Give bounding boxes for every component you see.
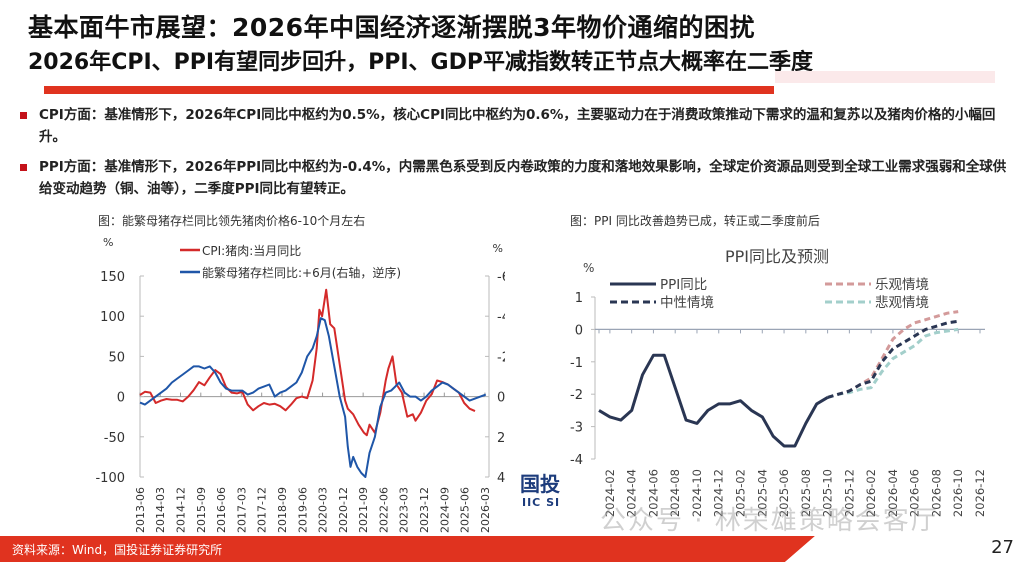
x-tick-label: 2020-12 — [337, 487, 350, 533]
x-tick-label: 2026-10 — [951, 469, 965, 517]
x-tick-label: 2020-03 — [317, 487, 330, 533]
x-tick-label: 2026-04 — [886, 469, 900, 517]
bullet-text: CPI方面：基准情形下，2026年CPI同比中枢约为0.5%，核心CPI同比中枢… — [39, 107, 996, 145]
left-tick-label: 50 — [108, 350, 125, 365]
legend-label-sow-stock: 能繁母猪存栏同比:+6月(右轴，逆序) — [202, 265, 401, 280]
legend-label-ppi-optimistic: 乐观情境 — [875, 277, 929, 293]
x-tick-label: 2022-06 — [377, 487, 390, 533]
x-tick-label: 2021-09 — [357, 487, 370, 533]
y-tick-label: 1 — [575, 291, 583, 306]
x-tick-label: 2026-03 — [479, 487, 492, 533]
x-tick-label: 2025-12 — [842, 469, 856, 517]
title-underline-bar — [44, 86, 774, 94]
y-tick-label: -3 — [570, 421, 583, 436]
bullet-item-ppi: PPI方面：基准情形下，2026年PPI同比中枢约为-0.4%，内需黑色系受到反… — [18, 156, 1008, 200]
x-tick-label: 2025-06 — [777, 469, 791, 517]
right-tick-label: -40 — [497, 310, 505, 325]
footer-bar — [0, 536, 1024, 562]
y-tick-label: -2 — [570, 388, 583, 403]
bullet-text: PPI方面：基准情形下，2026年PPI同比中枢约为-0.4%，内需黑色系受到反… — [39, 159, 1007, 197]
x-tick-label: 2024-02 — [603, 469, 617, 517]
bullet-item-cpi: CPI方面：基准情形下，2026年CPI同比中枢约为0.5%，核心CPI同比中枢… — [18, 104, 1008, 148]
left-tick-label: 100 — [100, 310, 125, 325]
legend-label-ppi-pessimistic: 悲观情境 — [875, 294, 929, 311]
x-tick-label: 2023-12 — [418, 487, 431, 533]
logo-fragment-en: IIC SI — [522, 496, 561, 509]
y-tick-label: -1 — [570, 356, 583, 371]
chart-title: PPI同比及预测 — [725, 247, 829, 266]
x-tick-label: 2026-02 — [864, 469, 878, 517]
x-tick-label: 2026-12 — [973, 469, 987, 517]
pork-cpi-chart: %% 150 100 50 0 -50 -100 -60 -40 -20 0 20 40 2013-06 2… — [95, 236, 505, 533]
left-tick-label: -100 — [95, 471, 125, 486]
x-tick-label: 2018-09 — [276, 487, 289, 533]
x-tick-label: 2026-06 — [908, 469, 922, 517]
source-note: 资料来源：Wind，国投证券证券研究所 — [12, 543, 223, 557]
title-accent-pink — [775, 71, 995, 83]
page-number: 27 — [991, 537, 1014, 558]
x-tick-label: 2025-08 — [799, 469, 813, 517]
series-line-ppi-neutral — [827, 319, 959, 399]
left-axis-unit: % — [103, 236, 113, 249]
bullet-list: CPI方面：基准情形下，2026年CPI同比中枢约为0.5%，核心CPI同比中枢… — [18, 104, 1008, 208]
right-tick-label: 40 — [497, 471, 505, 486]
right-tick-label: 0 — [497, 391, 505, 406]
series-line-ppi-optimistic — [827, 310, 959, 399]
legend-label-ppi-neutral: 中性情境 — [660, 295, 714, 311]
x-tick-label: 2024-09 — [438, 487, 451, 533]
right-axis-unit: % — [493, 242, 503, 255]
ppi-forecast-chart: PPI同比及预测% 1 0 -1 -2 -3 -4 2024-02 2024-04 2024-06… — [570, 247, 987, 517]
x-tick-label: 2024-06 — [646, 469, 660, 517]
left-tick-label: -50 — [104, 431, 125, 446]
x-tick-label: 2024-12 — [712, 469, 726, 517]
series-line-sow-stock — [139, 317, 487, 478]
y-tick-label: -4 — [570, 453, 583, 468]
x-tick-label: 2023-03 — [398, 487, 411, 533]
chart2-caption: 图：PPI 同比改善趋势已成，转正或二季度前后 — [570, 214, 820, 228]
series-line-ppi-pessimistic — [827, 327, 959, 399]
x-tick-label: 2024-10 — [690, 469, 704, 517]
legend-label-cpi-pork: CPI:猪肉:当月同比 — [202, 244, 301, 258]
x-tick-label: 2014-03 — [154, 487, 167, 533]
footer-white-band — [785, 536, 1024, 562]
x-tick-label: 2024-04 — [625, 469, 639, 517]
x-tick-label: 2017-12 — [256, 487, 269, 533]
left-tick-label: 150 — [100, 270, 125, 285]
x-tick-label: 2025-10 — [821, 469, 835, 517]
page-subtitle: 2026年CPI、PPI有望同步回升，PPI、GDP平减指数转正节点大概率在二季… — [28, 50, 813, 75]
x-tick-label: 2025-06 — [459, 487, 472, 533]
right-tick-label: -60 — [497, 270, 505, 285]
series-line-cpi-pork — [139, 288, 476, 437]
y-tick-label: 0 — [575, 323, 583, 338]
footer-red-band — [0, 536, 815, 562]
square-bullet-icon — [20, 164, 27, 171]
x-tick-label: 2025-02 — [734, 469, 748, 517]
x-tick-label: 2015-09 — [195, 487, 208, 533]
square-bullet-icon — [20, 112, 27, 119]
x-tick-label: 2017-03 — [235, 487, 248, 533]
logo-fragment: 国投 — [520, 472, 560, 496]
x-tick-label: 2024-08 — [668, 469, 682, 517]
chart1-caption: 图：能繁母猪存栏同比领先猪肉价格6-10个月左右 — [98, 214, 366, 228]
right-tick-label: -20 — [497, 350, 505, 365]
series-line-ppi-actual — [598, 353, 829, 448]
x-tick-label: 2016-06 — [215, 487, 228, 533]
x-tick-label: 2025-04 — [755, 469, 769, 517]
left-tick-label: 0 — [117, 391, 125, 406]
y-axis-unit: % — [583, 261, 594, 275]
watermark-text: 公众号 · 林荣雄策略会客厅 — [600, 506, 939, 536]
page-title: 基本面牛市展望：2026年中国经济逐渐摆脱3年物价通缩的困扰 — [28, 13, 755, 42]
legend-label-ppi-actual: PPI同比 — [660, 277, 707, 293]
x-tick-label: 2019-06 — [296, 487, 309, 533]
x-tick-label: 2014-12 — [174, 487, 187, 533]
x-tick-label: 2013-06 — [134, 487, 147, 533]
right-tick-label: 20 — [497, 431, 505, 446]
x-tick-label: 2026-08 — [929, 469, 943, 517]
